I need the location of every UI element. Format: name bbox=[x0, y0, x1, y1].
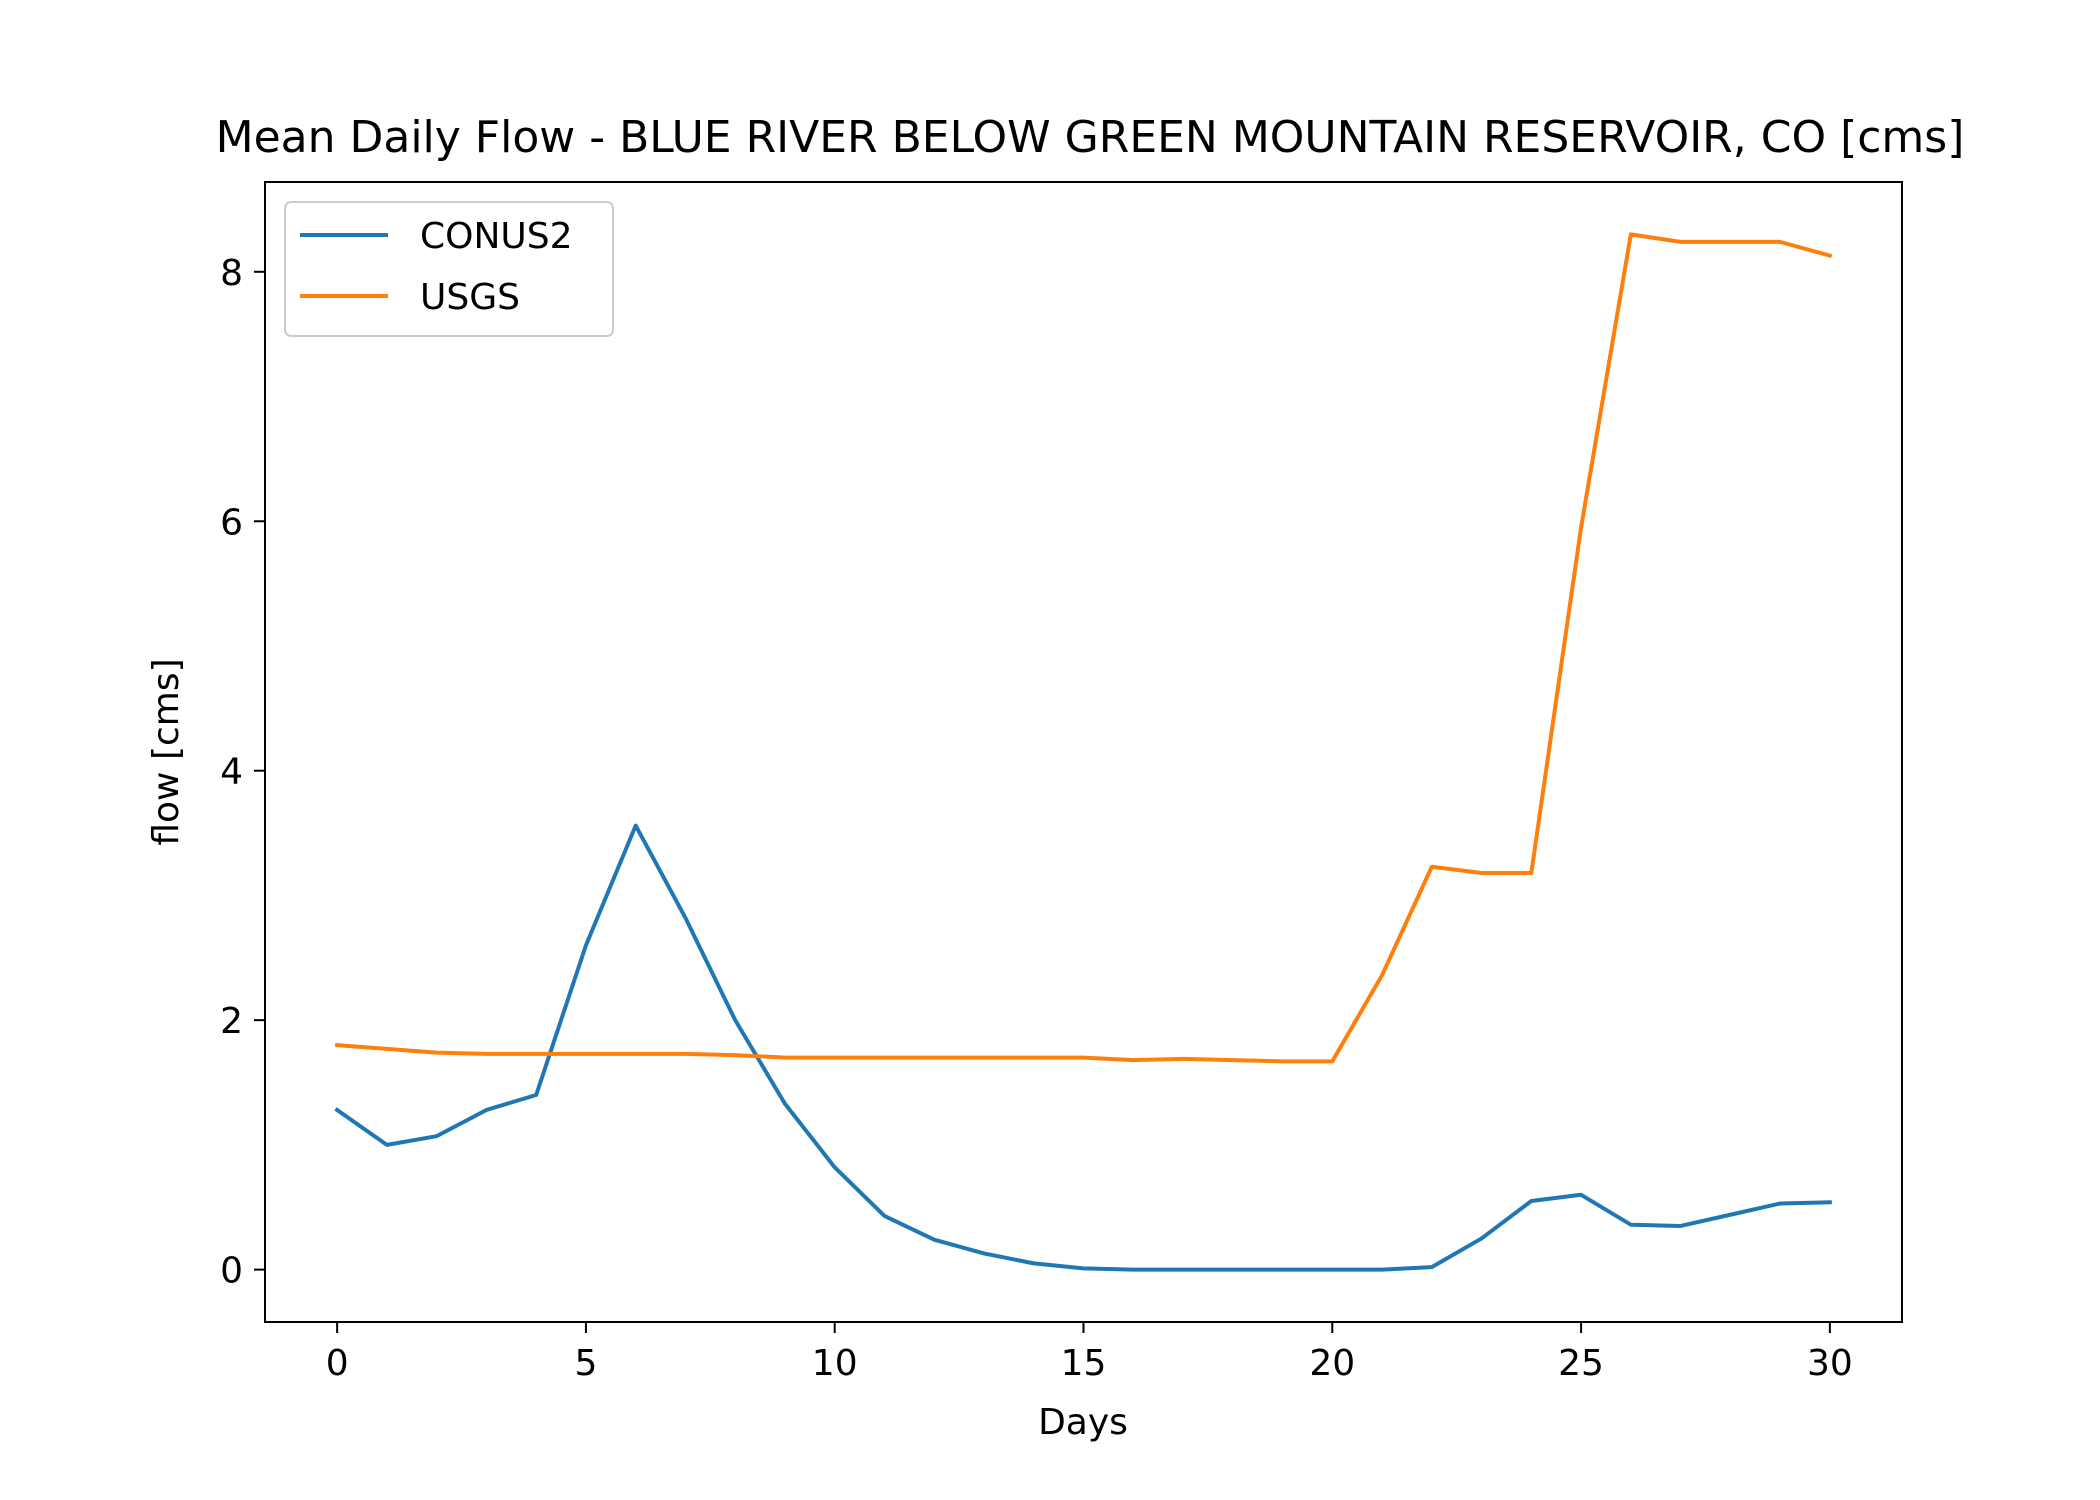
x-tick-label: 5 bbox=[574, 1343, 597, 1384]
x-tick-label: 0 bbox=[326, 1343, 349, 1384]
x-axis-label: Days bbox=[1038, 1402, 1128, 1443]
y-tick-label: 8 bbox=[220, 253, 243, 294]
x-axis: 0 5 10 15 20 25 30 bbox=[326, 1322, 1853, 1384]
y-tick-label: 0 bbox=[220, 1251, 243, 1292]
x-tick-label: 10 bbox=[812, 1343, 858, 1384]
series-line-usgs bbox=[335, 232, 1833, 1064]
x-tick-label: 25 bbox=[1558, 1343, 1604, 1384]
y-tick-label: 6 bbox=[220, 502, 243, 543]
series-lines bbox=[334, 232, 1833, 1272]
y-tick-label: 2 bbox=[220, 1001, 243, 1042]
legend: CONUS2 USGS bbox=[284, 201, 614, 337]
series-line-conus2 bbox=[334, 823, 1832, 1272]
x-tick-label: 30 bbox=[1807, 1343, 1853, 1384]
legend-label-usgs: USGS bbox=[420, 277, 520, 318]
chart-title: Mean Daily Flow - BLUE RIVER BELOW GREEN… bbox=[216, 112, 1965, 163]
x-tick-label: 20 bbox=[1309, 1343, 1355, 1384]
y-axis: 0 2 4 6 8 bbox=[220, 253, 265, 1292]
y-axis-label: flow [cms] bbox=[146, 658, 187, 845]
x-tick-label: 15 bbox=[1061, 1343, 1107, 1384]
y-tick-label: 4 bbox=[220, 752, 243, 793]
legend-label-conus2: CONUS2 bbox=[420, 216, 573, 257]
